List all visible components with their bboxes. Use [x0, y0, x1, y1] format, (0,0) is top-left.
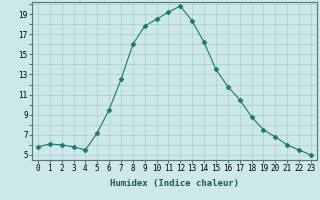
X-axis label: Humidex (Indice chaleur): Humidex (Indice chaleur) [110, 179, 239, 188]
